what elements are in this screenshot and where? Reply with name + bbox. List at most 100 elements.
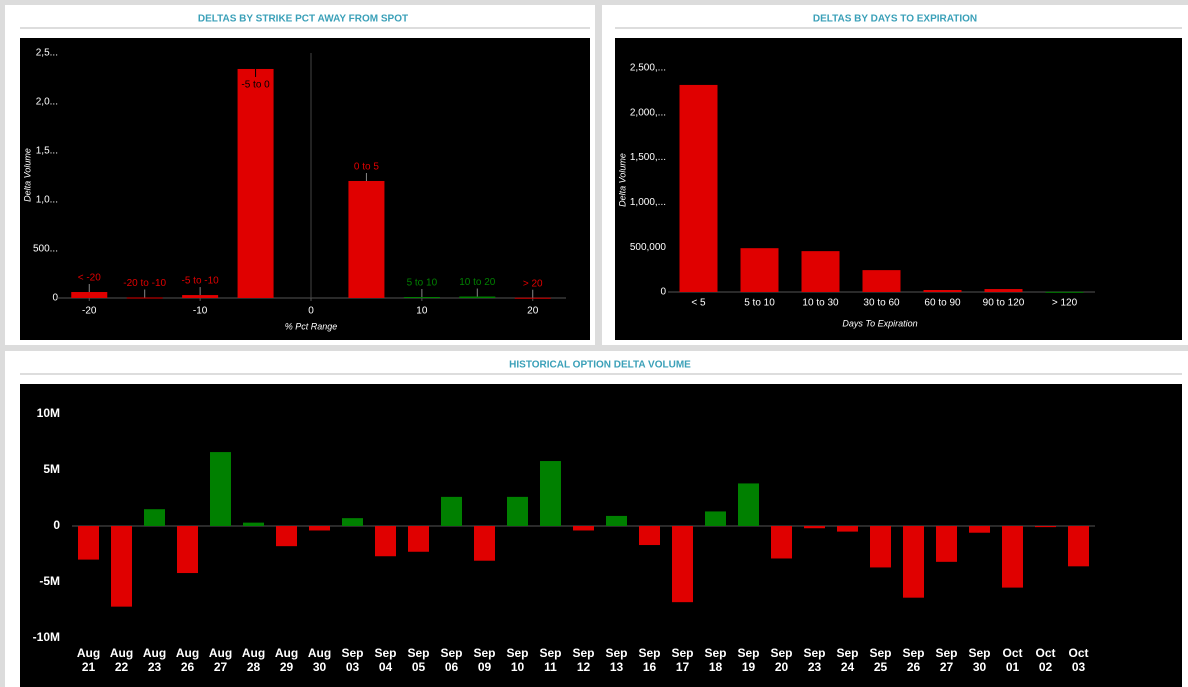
bar: [403, 297, 440, 299]
x-tick-label: 60 to 90: [924, 298, 961, 309]
bar: [177, 526, 198, 574]
x-tick-label: Sep 20: [770, 646, 793, 674]
y-tick-label: 10M: [37, 406, 60, 420]
bar: [936, 526, 957, 562]
bar: [276, 526, 297, 547]
x-tick-label: Sep 10: [506, 646, 529, 674]
y-axis-label: Delta Volume: [22, 148, 32, 202]
bar: [474, 526, 495, 561]
bar: [1045, 291, 1084, 293]
x-tick-label: Sep 03: [341, 646, 364, 674]
x-tick-label: Sep 30: [968, 646, 991, 674]
bar: [71, 292, 108, 298]
y-tick-label: 2,5...: [36, 48, 58, 59]
bar: [804, 526, 825, 529]
data-label: 10 to 20: [459, 277, 496, 288]
data-label: -5 to 0: [241, 80, 270, 91]
x-tick-label: Sep 05: [407, 646, 430, 674]
bar: [507, 496, 528, 526]
x-tick-label: Sep 09: [473, 646, 496, 674]
x-tick-label: 0: [308, 306, 314, 317]
x-tick-label: -20: [82, 306, 97, 317]
x-tick-label: Sep 26: [902, 646, 925, 674]
bar: [1002, 526, 1023, 588]
y-tick-label: 0: [53, 518, 60, 532]
bar: [969, 526, 990, 533]
x-tick-label: Aug 28: [241, 646, 266, 674]
x-tick-label: Aug 23: [142, 646, 167, 674]
bar: [870, 526, 891, 568]
bar: [984, 289, 1023, 292]
bar: [1068, 526, 1089, 567]
x-tick-label: Aug 30: [307, 646, 332, 674]
bar: [342, 518, 363, 526]
y-tick-label: 5M: [43, 462, 60, 476]
x-tick-label: Oct 03: [1068, 646, 1089, 674]
x-tick-label: 10 to 30: [802, 298, 839, 309]
y-axis-label: Delta Volume: [617, 153, 627, 207]
bar: [903, 526, 924, 598]
x-tick-label: Sep 12: [572, 646, 595, 674]
data-label: -5 to -10: [182, 276, 220, 287]
bar: [738, 483, 759, 526]
data-label: 0 to 5: [354, 162, 379, 173]
x-tick-label: Sep 13: [605, 646, 628, 674]
y-tick-label: 2,000,...: [630, 107, 666, 118]
y-tick-label: 1,000,...: [630, 197, 666, 208]
data-label: > 20: [523, 278, 543, 289]
y-tick-label: 500...: [33, 244, 58, 255]
x-tick-label: Oct 01: [1002, 646, 1023, 674]
y-tick-label: 1,500,...: [630, 152, 666, 163]
bar: [309, 526, 330, 531]
x-tick-label: Sep 17: [671, 646, 694, 674]
x-tick-label: 20: [527, 306, 539, 317]
y-tick-label: 500,000: [630, 242, 667, 253]
x-tick-label: < 5: [691, 298, 706, 309]
data-label: -20 to -10: [123, 278, 166, 289]
bar: [606, 515, 627, 526]
x-tick-label: Sep 04: [374, 646, 397, 674]
y-tick-label: -5M: [39, 574, 60, 588]
x-tick-label: 10: [416, 306, 428, 317]
bar: [243, 522, 264, 526]
bar: [144, 509, 165, 526]
y-tick-label: 1,0...: [36, 195, 58, 206]
x-tick-label: -10: [193, 306, 208, 317]
chart-title: DELTAS BY STRIKE PCT AWAY FROM SPOT: [198, 14, 408, 25]
bar: [348, 180, 385, 298]
x-tick-label: Sep 24: [836, 646, 859, 674]
y-tick-label: 0: [52, 293, 58, 304]
chart-title: DELTAS BY DAYS TO EXPIRATION: [813, 14, 977, 25]
x-tick-label: 30 to 60: [863, 298, 900, 309]
bar: [679, 84, 718, 292]
plot-background: [20, 38, 590, 340]
x-tick-label: Aug 21: [76, 646, 101, 674]
bar: [705, 511, 726, 526]
bar: [408, 526, 429, 552]
x-tick-label: Oct 02: [1035, 646, 1056, 674]
x-tick-label: 90 to 120: [983, 298, 1025, 309]
x-tick-label: Sep 11: [539, 646, 562, 674]
bar: [540, 461, 561, 526]
bar: [862, 270, 901, 292]
x-axis-label: % Pct Range: [285, 321, 338, 331]
bar: [923, 290, 962, 292]
bar: [1035, 526, 1056, 528]
bar: [441, 496, 462, 526]
bar: [639, 526, 660, 546]
y-tick-label: 1,5...: [36, 146, 58, 157]
y-tick-label: 0: [660, 287, 666, 298]
bar: [126, 297, 163, 299]
bar: [672, 526, 693, 603]
bar: [771, 526, 792, 559]
x-tick-label: Sep 27: [935, 646, 958, 674]
x-tick-label: Sep 06: [440, 646, 463, 674]
chart-title: HISTORICAL OPTION DELTA VOLUME: [509, 360, 691, 371]
bar: [375, 526, 396, 557]
x-tick-label: Aug 27: [208, 646, 233, 674]
x-tick-label: Aug 29: [274, 646, 299, 674]
x-tick-label: > 120: [1052, 298, 1078, 309]
plot-background: [20, 384, 1182, 687]
